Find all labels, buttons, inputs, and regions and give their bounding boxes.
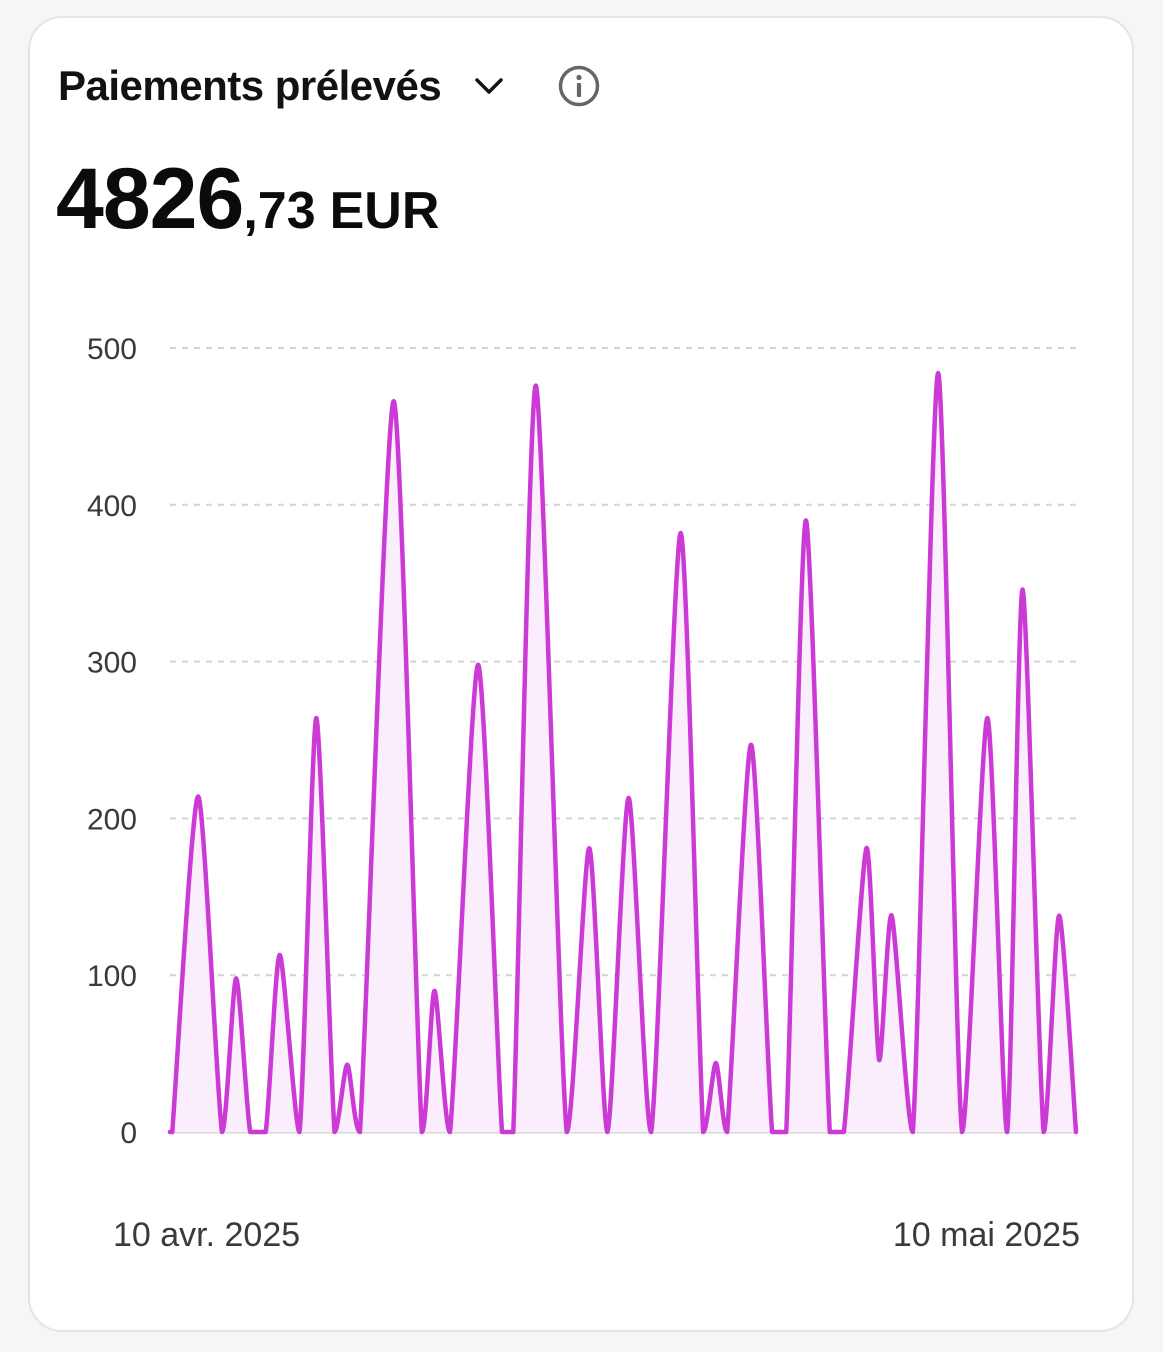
y-tick-label: 400 xyxy=(87,490,137,523)
y-tick-label: 200 xyxy=(87,803,137,836)
series-line xyxy=(167,370,1079,1135)
y-tick-label: 0 xyxy=(120,1117,137,1150)
y-tick-label: 100 xyxy=(87,960,137,993)
total-amount: 4826,73 EUR xyxy=(56,150,439,249)
y-tick-label: 500 xyxy=(87,333,137,366)
card-header: Paiements prélevés xyxy=(58,62,601,110)
x-tick-label-start: 10 avr. 2025 xyxy=(113,1216,300,1254)
chevron-down-icon xyxy=(475,78,503,94)
info-button[interactable] xyxy=(557,64,601,108)
x-tick-label-end: 10 mai 2025 xyxy=(893,1216,1080,1254)
info-icon xyxy=(558,65,600,107)
amount-currency: EUR xyxy=(329,182,440,240)
amount-decimal: ,73 xyxy=(243,182,316,240)
card-title: Paiements prélevés xyxy=(58,62,442,109)
y-tick-label: 300 xyxy=(87,647,137,680)
title-dropdown-button[interactable] xyxy=(469,66,509,106)
series-area xyxy=(169,373,1076,1132)
amount-integer: 4826 xyxy=(56,151,244,247)
